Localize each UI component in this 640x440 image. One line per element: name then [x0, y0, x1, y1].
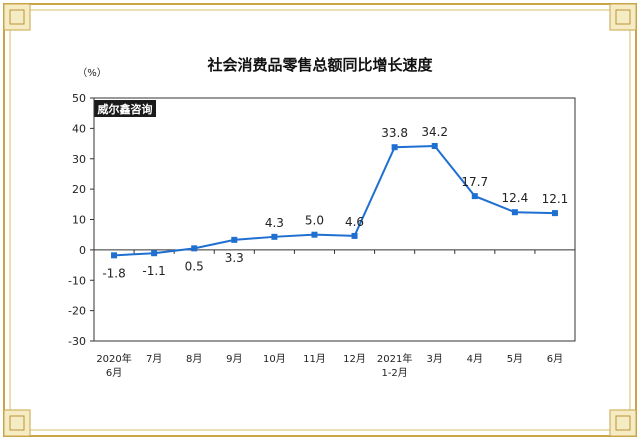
data-label: 12.4 — [502, 191, 529, 205]
x-tick-label: 1-2月 — [381, 367, 407, 379]
x-tick-label: 2021年 — [377, 352, 412, 365]
chart-title: 社会消费品零售总额同比增长速度 — [206, 56, 433, 74]
x-tick-label: 11月 — [303, 353, 326, 365]
data-point-marker — [191, 245, 198, 252]
data-point-marker — [231, 236, 238, 243]
y-tick-label: 40 — [72, 122, 86, 135]
y-axis-unit-label: （%） — [77, 67, 107, 79]
y-tick-label: 30 — [72, 153, 86, 166]
data-point-marker — [111, 252, 118, 259]
data-label: 12.1 — [542, 192, 569, 206]
y-tick-label: 0 — [79, 244, 86, 257]
x-tick-label: 12月 — [343, 353, 366, 365]
y-tick-label: 50 — [72, 92, 86, 105]
frame-inner-border — [9, 9, 631, 431]
data-point-marker — [311, 231, 318, 238]
data-label: -1.8 — [102, 266, 125, 280]
frame-corner-top-left — [3, 3, 31, 31]
watermark-box: 威尔鑫咨询 — [94, 100, 156, 117]
data-label: 17.7 — [461, 175, 488, 189]
y-tick-label: -10 — [68, 274, 86, 287]
data-point-marker — [351, 232, 358, 239]
watermark-background — [94, 100, 156, 117]
plot-area-border — [93, 97, 576, 342]
frame-corner-top-right — [609, 3, 637, 31]
data-label: 4.6 — [345, 215, 364, 229]
x-tick-label: 4月 — [467, 353, 483, 365]
y-tick-label: -30 — [68, 335, 86, 348]
frame-outer-border — [3, 3, 637, 437]
data-label: 33.8 — [381, 126, 408, 140]
data-label: 34.2 — [421, 125, 448, 139]
data-label: -1.1 — [142, 264, 165, 278]
data-point-marker — [391, 144, 398, 151]
data-point-marker — [431, 142, 438, 149]
series-line — [113, 144, 555, 257]
data-label: 0.5 — [185, 259, 204, 273]
y-tick-label: 20 — [72, 183, 86, 196]
frame-corner-bottom-left — [3, 409, 31, 437]
x-tick-label: 10月 — [263, 353, 286, 365]
x-tick-label: 2020年 — [96, 352, 131, 365]
x-tick-label: 6月 — [106, 367, 122, 379]
x-tick-label: 6月 — [547, 353, 563, 365]
x-tick-label: 5月 — [507, 353, 523, 365]
frame-corner-bottom-right — [609, 409, 637, 437]
y-tick-label: -20 — [68, 305, 86, 318]
data-label: 5.0 — [305, 214, 324, 228]
data-label: 4.3 — [265, 216, 284, 230]
data-point-marker — [551, 210, 558, 217]
watermark-text: 威尔鑫咨询 — [98, 102, 153, 116]
x-tick-label: 9月 — [226, 353, 242, 365]
data-point-marker — [511, 209, 518, 216]
x-tick-label: 3月 — [427, 353, 443, 365]
data-point-marker — [271, 233, 278, 240]
x-tick-label: 8月 — [186, 353, 202, 365]
y-tick-label: 10 — [72, 214, 86, 227]
x-tick-label: 7月 — [146, 353, 162, 365]
data-point-marker — [151, 250, 158, 257]
data-point-marker — [471, 193, 478, 200]
data-label: 3.3 — [225, 251, 244, 265]
